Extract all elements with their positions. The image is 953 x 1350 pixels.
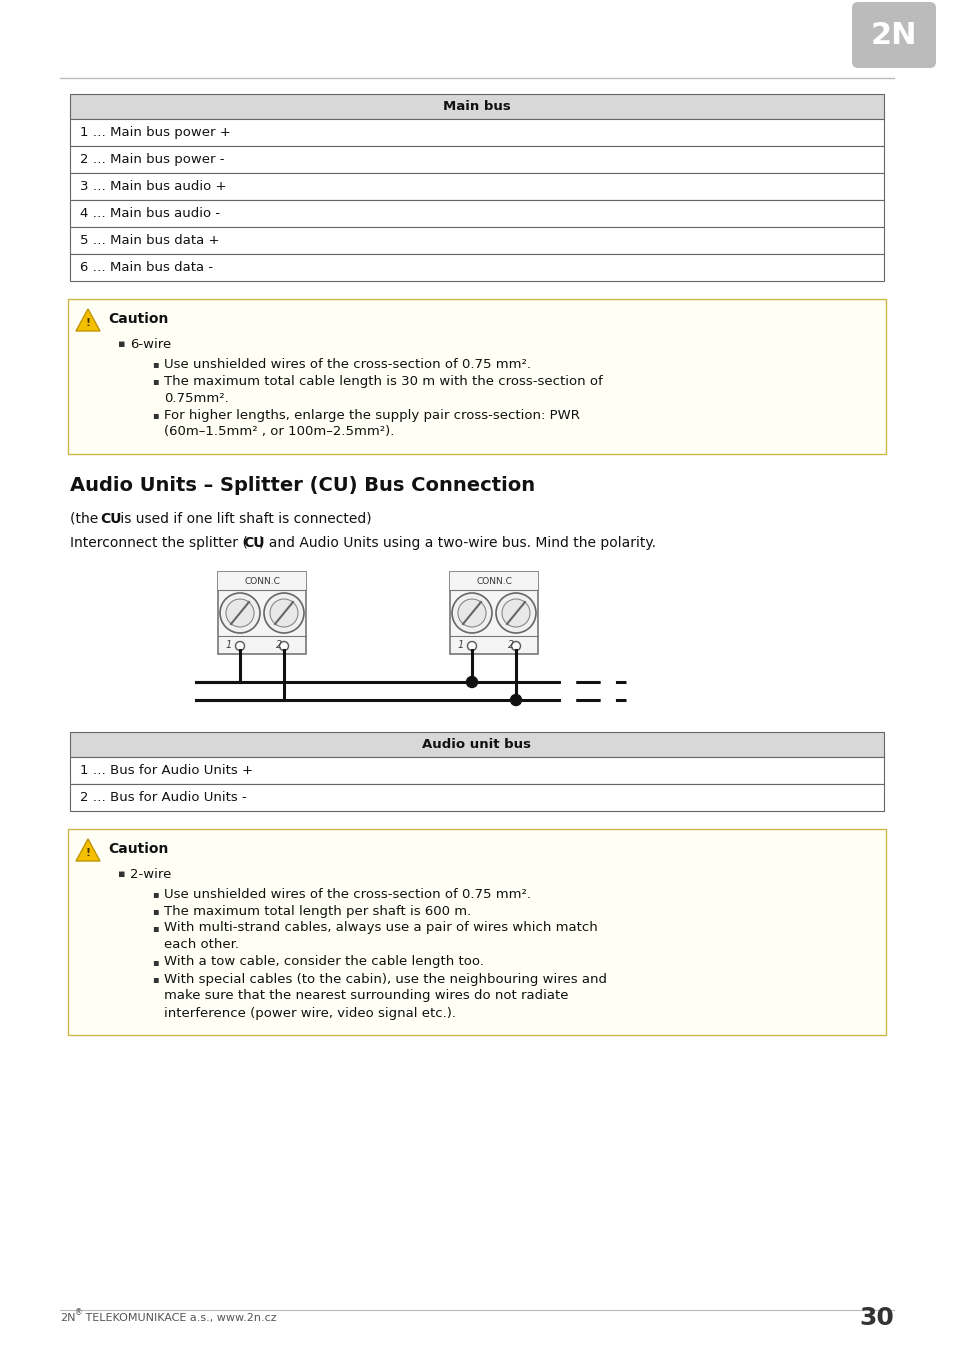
Text: is used if one lift shaft is connected): is used if one lift shaft is connected) <box>116 512 372 526</box>
Circle shape <box>235 641 244 651</box>
FancyBboxPatch shape <box>70 173 883 200</box>
Circle shape <box>501 599 530 626</box>
Text: 2-wire: 2-wire <box>130 868 172 880</box>
Text: interference (power wire, video signal etc.).: interference (power wire, video signal e… <box>164 1007 456 1019</box>
Text: make sure that the nearest surrounding wires do not radiate: make sure that the nearest surrounding w… <box>164 990 568 1003</box>
Text: 5 … Main bus data +: 5 … Main bus data + <box>80 234 219 247</box>
FancyBboxPatch shape <box>218 572 306 653</box>
Text: For higher lengths, enlarge the supply pair cross-section: PWR: For higher lengths, enlarge the supply p… <box>164 409 579 421</box>
Polygon shape <box>76 309 100 331</box>
Circle shape <box>270 599 297 626</box>
Text: Caution: Caution <box>108 842 168 856</box>
Text: (60m–1.5mm² , or 100m–2.5mm²).: (60m–1.5mm² , or 100m–2.5mm²). <box>164 425 394 439</box>
Text: ▪: ▪ <box>118 869 126 879</box>
FancyBboxPatch shape <box>70 200 883 227</box>
Text: ®: ® <box>75 1308 82 1318</box>
Text: Audio Units – Splitter (CU) Bus Connection: Audio Units – Splitter (CU) Bus Connecti… <box>70 477 535 495</box>
Text: CONN.C: CONN.C <box>476 576 512 586</box>
Text: 2 … Main bus power -: 2 … Main bus power - <box>80 153 224 166</box>
Text: Audio unit bus: Audio unit bus <box>422 738 531 751</box>
Text: ▪: ▪ <box>152 359 158 369</box>
FancyBboxPatch shape <box>68 298 885 454</box>
Text: Use unshielded wires of the cross-section of 0.75 mm².: Use unshielded wires of the cross-sectio… <box>164 358 531 370</box>
Circle shape <box>452 593 492 633</box>
FancyBboxPatch shape <box>70 146 883 173</box>
Text: 1: 1 <box>457 640 464 649</box>
Text: ▪: ▪ <box>152 957 158 967</box>
Text: each other.: each other. <box>164 938 239 952</box>
Text: ▪: ▪ <box>152 377 158 386</box>
Text: CONN.C: CONN.C <box>244 576 279 586</box>
Text: Caution: Caution <box>108 312 168 325</box>
Text: 2N: 2N <box>60 1314 75 1323</box>
Text: 3 … Main bus audio +: 3 … Main bus audio + <box>80 180 226 193</box>
FancyBboxPatch shape <box>70 757 883 784</box>
Text: ▪: ▪ <box>152 923 158 933</box>
Text: 2: 2 <box>507 640 514 649</box>
Text: Interconnect the splitter (: Interconnect the splitter ( <box>70 536 248 549</box>
FancyBboxPatch shape <box>70 732 883 757</box>
Text: The maximum total length per shaft is 600 m.: The maximum total length per shaft is 60… <box>164 904 471 918</box>
Text: 4 … Main bus audio -: 4 … Main bus audio - <box>80 207 220 220</box>
Text: 30: 30 <box>859 1305 893 1330</box>
Polygon shape <box>76 838 100 861</box>
Circle shape <box>220 593 260 633</box>
FancyBboxPatch shape <box>851 1 935 68</box>
Text: !: ! <box>86 848 91 859</box>
Circle shape <box>279 641 288 651</box>
FancyBboxPatch shape <box>218 572 306 590</box>
Text: With special cables (to the cabin), use the neighbouring wires and: With special cables (to the cabin), use … <box>164 972 606 986</box>
Text: The maximum total cable length is 30 m with the cross-section of: The maximum total cable length is 30 m w… <box>164 374 602 387</box>
Circle shape <box>510 694 521 706</box>
Circle shape <box>496 593 536 633</box>
Text: ▪: ▪ <box>152 410 158 420</box>
FancyBboxPatch shape <box>70 254 883 281</box>
FancyBboxPatch shape <box>70 95 883 119</box>
Text: With multi-strand cables, always use a pair of wires which match: With multi-strand cables, always use a p… <box>164 922 598 934</box>
Text: Main bus: Main bus <box>442 100 511 113</box>
Text: CU: CU <box>100 512 121 526</box>
Text: !: ! <box>86 319 91 328</box>
Text: 1: 1 <box>226 640 232 649</box>
Circle shape <box>511 641 520 651</box>
Text: ▪: ▪ <box>118 339 126 350</box>
Text: ▪: ▪ <box>152 906 158 917</box>
Text: 2 … Bus for Audio Units -: 2 … Bus for Audio Units - <box>80 791 247 805</box>
Text: 0.75mm².: 0.75mm². <box>164 392 229 405</box>
Circle shape <box>467 641 476 651</box>
Text: With a tow cable, consider the cable length too.: With a tow cable, consider the cable len… <box>164 956 483 968</box>
Text: (the: (the <box>70 512 103 526</box>
FancyBboxPatch shape <box>70 227 883 254</box>
Text: 6 … Main bus data -: 6 … Main bus data - <box>80 261 213 274</box>
FancyBboxPatch shape <box>450 572 537 590</box>
Text: 1 … Main bus power +: 1 … Main bus power + <box>80 126 231 139</box>
Text: 1 … Bus for Audio Units +: 1 … Bus for Audio Units + <box>80 764 253 778</box>
Text: 2N: 2N <box>870 20 916 50</box>
Circle shape <box>226 599 253 626</box>
Text: ▪: ▪ <box>152 973 158 984</box>
FancyBboxPatch shape <box>70 119 883 146</box>
Text: 6-wire: 6-wire <box>130 338 172 351</box>
Circle shape <box>466 676 477 687</box>
Text: TELEKOMUNIKACE a.s., www.2n.cz: TELEKOMUNIKACE a.s., www.2n.cz <box>82 1314 276 1323</box>
Text: 2: 2 <box>275 640 282 649</box>
Circle shape <box>457 599 485 626</box>
Circle shape <box>264 593 304 633</box>
Text: Use unshielded wires of the cross-section of 0.75 mm².: Use unshielded wires of the cross-sectio… <box>164 887 531 900</box>
FancyBboxPatch shape <box>450 572 537 653</box>
FancyBboxPatch shape <box>68 829 885 1035</box>
Text: CU: CU <box>243 536 264 549</box>
Text: ) and Audio Units using a two-wire bus. Mind the polarity.: ) and Audio Units using a two-wire bus. … <box>258 536 656 549</box>
FancyBboxPatch shape <box>70 784 883 811</box>
Text: ▪: ▪ <box>152 890 158 899</box>
